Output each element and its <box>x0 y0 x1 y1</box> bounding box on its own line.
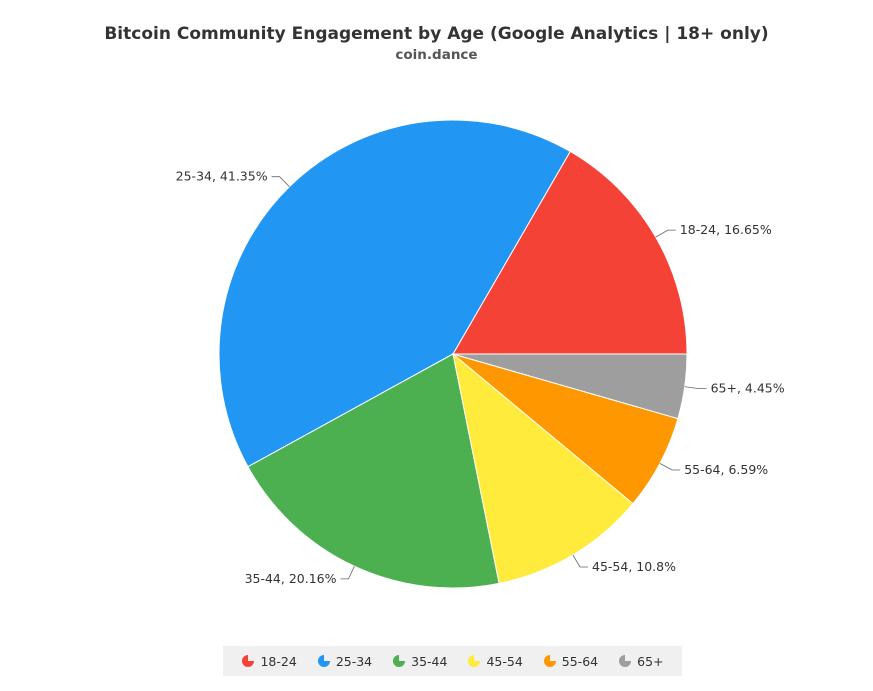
legend-label: 35-44 <box>411 653 448 669</box>
legend-label: 25-34 <box>335 653 373 669</box>
legend-label: 55-64 <box>561 653 599 669</box>
legend-pie-icon <box>468 655 481 667</box>
legend-label: 45-54 <box>486 653 523 669</box>
data-label-25-34: 25-34, 41.35% <box>176 169 268 184</box>
label-connector <box>271 176 290 187</box>
pie-chart: 18-24, 16.65% 25-34, 41.35% 35-44, 20.16% 4… <box>176 119 785 589</box>
legend-pie-icon <box>242 655 255 667</box>
label-connector <box>684 386 707 389</box>
pie-slice-45-54[interactable] <box>452 352 634 584</box>
data-label-65-plus: 65+, 4.45% <box>711 381 785 396</box>
legend-item-25-34[interactable]: 25-34 <box>317 654 372 669</box>
legend-pie-icon <box>543 655 556 667</box>
legend-item-18-24[interactable]: 18-24 <box>241 653 297 669</box>
legend-pie-icon <box>317 655 330 667</box>
label-connector <box>340 566 355 580</box>
legend-label: 65+ <box>637 653 664 669</box>
legend-item-45-54[interactable]: 45-54 <box>467 653 523 669</box>
label-connector <box>655 229 676 238</box>
legend-pie-icon <box>393 655 406 667</box>
data-label-18-24: 18-24, 16.65% <box>680 222 772 237</box>
label-connector <box>659 463 681 471</box>
chart-legend: 18-24 25-34 35-44 45-54 55-64 65+ <box>223 646 682 676</box>
legend-item-65-plus[interactable]: 65+ <box>618 653 664 669</box>
label-connector <box>572 554 588 568</box>
chart-title: Bitcoin Community Engagement by Age (Goo… <box>104 24 769 44</box>
legend-item-55-64[interactable]: 55-64 <box>543 654 598 669</box>
chart-subtitle: coin.dance <box>395 47 478 63</box>
legend-item-35-44[interactable]: 35-44 <box>392 654 447 669</box>
data-label-35-44: 35-44, 20.16% <box>245 571 337 586</box>
legend-label: 18-24 <box>260 653 297 669</box>
legend-pie-icon <box>619 655 632 667</box>
data-label-45-54: 45-54, 10.8% <box>592 559 676 574</box>
data-label-55-64: 55-64, 6.59% <box>684 462 768 477</box>
